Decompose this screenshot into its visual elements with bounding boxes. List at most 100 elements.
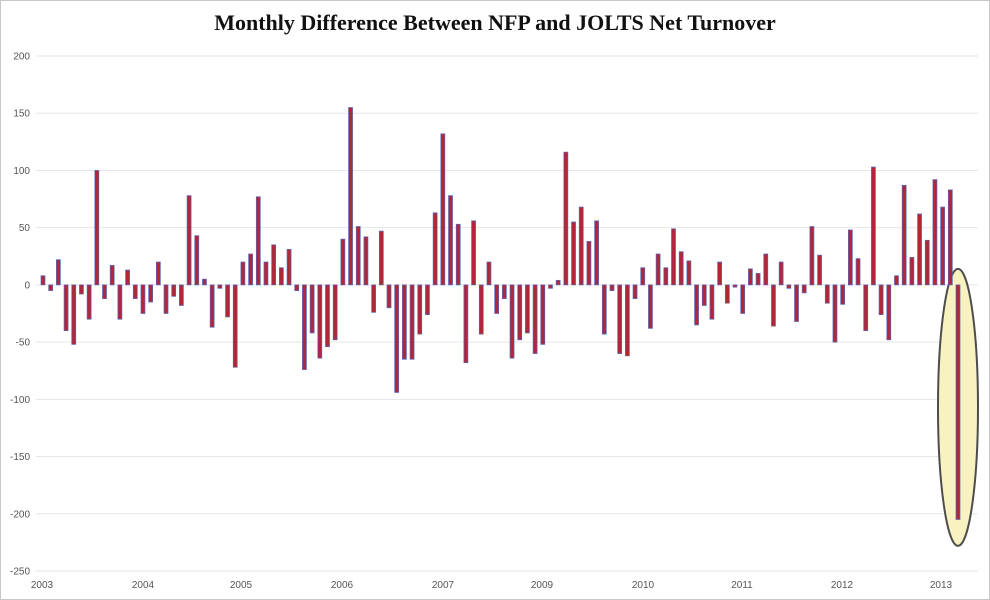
bar bbox=[955, 284, 961, 520]
bar bbox=[248, 253, 253, 286]
bar bbox=[709, 284, 715, 320]
bar bbox=[501, 284, 507, 299]
bar bbox=[901, 184, 907, 286]
bar bbox=[917, 213, 922, 286]
bar bbox=[755, 273, 761, 286]
bar bbox=[155, 261, 161, 286]
bar bbox=[279, 267, 284, 286]
x-axis-ticks: 2003 2004 2005 2006 2007 2009 2010 2011 2012 2013 bbox=[31, 580, 953, 591]
bar bbox=[63, 284, 69, 332]
bar bbox=[209, 284, 215, 328]
bar bbox=[548, 284, 553, 289]
x-tick-label: 2005 bbox=[230, 580, 253, 591]
bar bbox=[402, 284, 407, 360]
bar bbox=[71, 284, 77, 345]
bar bbox=[302, 284, 307, 370]
y-tick-label: 0 bbox=[24, 280, 30, 291]
bar bbox=[294, 284, 300, 291]
bar bbox=[79, 284, 84, 295]
bar bbox=[625, 284, 630, 357]
bar bbox=[832, 284, 838, 343]
y-tick-label: -250 bbox=[10, 567, 30, 578]
bar bbox=[48, 284, 54, 291]
bar bbox=[578, 206, 584, 286]
bar bbox=[363, 236, 369, 286]
bar bbox=[109, 265, 115, 286]
bar bbox=[855, 258, 861, 286]
bar bbox=[86, 284, 92, 320]
bar bbox=[179, 284, 184, 306]
grid-lines bbox=[36, 55, 978, 572]
bar bbox=[355, 226, 361, 286]
bar bbox=[671, 228, 676, 286]
bar bbox=[517, 284, 523, 341]
bar bbox=[817, 254, 822, 286]
bar bbox=[425, 284, 430, 315]
bar bbox=[655, 253, 661, 286]
bar bbox=[263, 261, 269, 286]
x-tick-label: 2011 bbox=[731, 580, 753, 591]
bar bbox=[378, 230, 384, 286]
bar bbox=[732, 284, 738, 288]
bar bbox=[417, 284, 423, 335]
x-tick-label: 2006 bbox=[331, 580, 354, 591]
bar bbox=[163, 284, 169, 314]
y-tick-label: -200 bbox=[10, 509, 30, 520]
bar bbox=[148, 284, 153, 303]
bar bbox=[909, 257, 915, 286]
x-tick-label: 2010 bbox=[632, 580, 655, 591]
bar bbox=[601, 284, 607, 335]
bar bbox=[332, 284, 338, 341]
x-tick-label: 2007 bbox=[432, 580, 455, 591]
bar bbox=[717, 261, 722, 286]
bar bbox=[594, 220, 599, 286]
bar bbox=[686, 260, 692, 286]
bar bbox=[924, 239, 930, 286]
bar bbox=[494, 284, 500, 314]
bar bbox=[640, 267, 646, 286]
y-axis-ticks: 200 150 100 50 0 -50 -100 -150 -200 -250 bbox=[10, 52, 30, 578]
bar bbox=[532, 284, 538, 354]
bar bbox=[894, 275, 899, 286]
bar bbox=[863, 284, 869, 332]
bar bbox=[286, 249, 292, 286]
bar bbox=[340, 238, 346, 286]
bar bbox=[94, 170, 100, 286]
bar bbox=[824, 284, 830, 304]
bar bbox=[509, 284, 515, 359]
bar bbox=[140, 284, 146, 314]
bar bbox=[117, 284, 123, 320]
bar bbox=[202, 278, 207, 286]
bar bbox=[794, 284, 799, 322]
bar bbox=[132, 284, 138, 299]
bar bbox=[878, 284, 884, 315]
bar bbox=[371, 284, 376, 313]
bar bbox=[778, 261, 784, 286]
bar bbox=[763, 253, 769, 286]
bar bbox=[271, 244, 277, 286]
bar bbox=[540, 284, 546, 345]
bar bbox=[386, 284, 392, 309]
bar bbox=[694, 284, 699, 326]
bar bbox=[232, 284, 238, 368]
bar bbox=[348, 107, 353, 286]
bar bbox=[478, 284, 484, 335]
bar bbox=[786, 284, 792, 289]
bar bbox=[56, 259, 61, 286]
y-tick-label: -50 bbox=[16, 338, 31, 349]
bar bbox=[663, 267, 669, 286]
bar bbox=[317, 284, 323, 359]
bar bbox=[609, 284, 615, 291]
bar bbox=[555, 279, 561, 286]
bar bbox=[801, 284, 807, 294]
x-tick-label: 2009 bbox=[531, 580, 554, 591]
bar bbox=[471, 220, 476, 286]
bar bbox=[871, 166, 876, 286]
bar bbox=[125, 269, 130, 286]
x-tick-label: 2004 bbox=[132, 580, 155, 591]
bar bbox=[432, 212, 438, 286]
bar bbox=[309, 284, 315, 334]
chart-title: Monthly Difference Between NFP and JOLTS… bbox=[214, 10, 776, 35]
bar bbox=[455, 223, 461, 286]
x-tick-label: 2003 bbox=[31, 580, 54, 591]
